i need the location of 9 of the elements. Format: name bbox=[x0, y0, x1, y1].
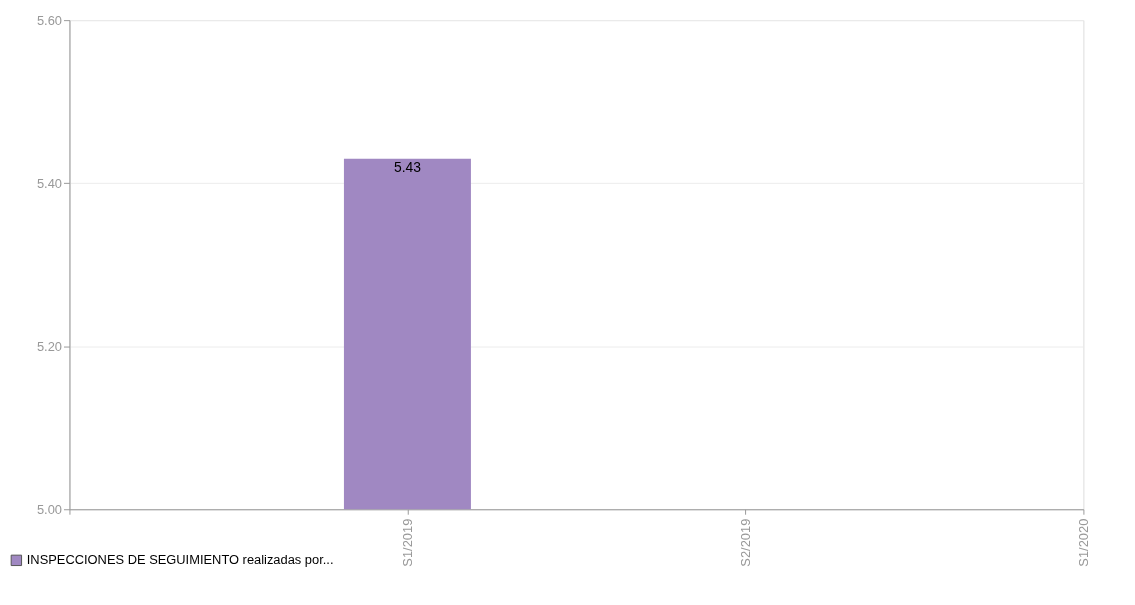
x-tick-label: S1/2019 bbox=[399, 518, 415, 567]
y-tick-label: 5.40 bbox=[36, 175, 63, 191]
legend-label: INSPECCIONES DE SEGUIMIENTO realizadas por... bbox=[26, 552, 334, 568]
y-tick-label: 5.00 bbox=[36, 501, 63, 517]
data-label: 5.43 bbox=[393, 158, 422, 175]
x-tick-label: S1/2020 bbox=[1075, 518, 1091, 567]
x-tick-label: S2/2019 bbox=[737, 518, 753, 567]
y-tick-label: 5.60 bbox=[36, 12, 63, 28]
y-tick-label: 5.20 bbox=[36, 338, 63, 354]
